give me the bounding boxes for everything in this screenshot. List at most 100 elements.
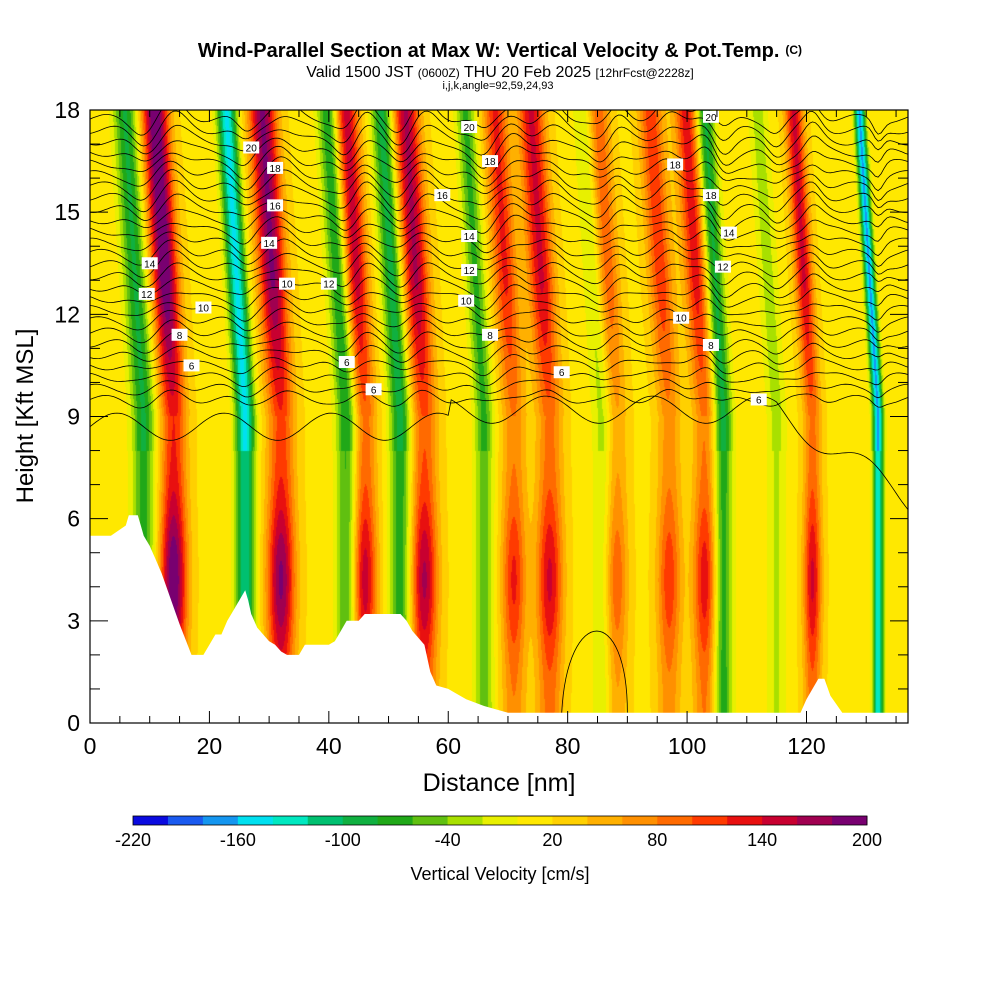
contour-label: 12	[714, 260, 731, 274]
colorbar-label: Vertical Velocity [cm/s]	[410, 864, 589, 884]
contour-label-text: 20	[464, 123, 476, 134]
contour-label-text: 10	[198, 304, 210, 315]
colorbar-swatch	[587, 816, 623, 825]
y-tick-label: 3	[67, 608, 80, 634]
contour-label-text: 12	[141, 290, 153, 301]
colorbar-swatch	[832, 816, 868, 825]
contour-label-bg	[279, 277, 296, 290]
contour-label: 6	[338, 356, 355, 369]
colorbar-tick-label: 80	[647, 830, 667, 850]
contour-label-text: 10	[676, 314, 688, 325]
theta-contour	[90, 388, 908, 409]
contour-label-bg	[183, 359, 200, 372]
y-tick-label: 15	[54, 199, 80, 225]
theta-contour	[90, 395, 908, 510]
colorbar-swatch	[202, 816, 239, 825]
theta-contour	[90, 226, 908, 257]
contour-label-text: 20	[705, 113, 717, 124]
contour-label: 10	[458, 294, 475, 308]
contour-label-bg	[461, 121, 478, 134]
colorbar-swatch	[797, 816, 833, 825]
x-axis-label: Distance [nm]	[423, 769, 576, 797]
contour-label: 18	[267, 161, 284, 175]
theta-contour	[90, 307, 908, 333]
contour-label: 10	[673, 311, 690, 325]
contour-label-bg	[461, 264, 478, 277]
theta-contour	[90, 238, 908, 267]
colorbar-swatch	[237, 816, 274, 825]
colorbar-tick-label: 20	[542, 830, 562, 850]
contour-label-text: 18	[705, 191, 717, 202]
contour-label: 8	[171, 328, 188, 342]
contour-label: 6	[365, 383, 382, 396]
contour-label-bg	[138, 287, 155, 300]
theta-contour	[90, 121, 908, 158]
contour-label-bg	[482, 328, 499, 341]
y-tick-label: 0	[67, 710, 80, 736]
axis-ticks: 0 20 40 60 80 100 120 0 3 6 9 12 15 18	[54, 97, 908, 759]
contour-label-bg	[141, 257, 158, 270]
contour-label-bg	[267, 161, 284, 174]
subtitle-date: THU 20 Feb 2025	[464, 64, 591, 81]
theta-contours	[90, 110, 908, 713]
contour-label: 12	[138, 287, 155, 301]
theta-contour	[90, 296, 908, 322]
contour-label: 18	[482, 155, 499, 168]
colorbar-swatch	[412, 816, 449, 825]
contour-label: 14	[461, 230, 478, 243]
colorbar-swatch	[692, 816, 728, 825]
contour-label: 6	[750, 393, 767, 406]
contour-label-text: 18	[484, 157, 496, 168]
colorbar-tick-label: -40	[435, 830, 461, 850]
theta-contour	[90, 284, 908, 311]
colorbar-swatch	[167, 816, 204, 825]
x-tick-label: 120	[787, 733, 825, 759]
contour-label-bg	[320, 277, 337, 290]
contour-label-text: 6	[756, 395, 762, 406]
contour-label-bg	[702, 189, 719, 202]
colorbar-tick-label: -220	[115, 830, 151, 850]
contour-label-bg	[461, 230, 478, 243]
x-tick-label: 0	[84, 733, 97, 759]
theta-contour	[90, 156, 908, 192]
colorbar-swatch	[447, 816, 484, 825]
contour-label: 6	[553, 366, 570, 379]
y-axis-label: Height [Kft MSL]	[12, 329, 39, 504]
contour-label-text: 14	[264, 239, 276, 250]
theta-contour	[90, 132, 908, 169]
colorbar-swatch	[622, 816, 658, 825]
title-main: Wind-Parallel Section at Max W: Vertical…	[198, 40, 779, 62]
contour-label-bg	[243, 141, 260, 154]
contour-label-text: 6	[559, 368, 565, 379]
colorbar-tick-label: -160	[220, 830, 256, 850]
contour-label-bg	[458, 294, 475, 307]
contour-label-text: 14	[464, 232, 476, 243]
x-tick-label: 100	[668, 733, 706, 759]
theta-contour	[90, 366, 908, 387]
contour-label-text: 8	[177, 331, 183, 342]
contour-label-bg	[667, 158, 684, 171]
contour-label: 20	[461, 121, 478, 134]
colorbar-swatch	[482, 816, 518, 825]
colorbar-swatch	[517, 816, 553, 825]
theta-contour	[90, 261, 908, 290]
subtitle-fcst: [12hrFcst@2228z]	[596, 66, 694, 80]
contour-label-bg	[720, 226, 737, 239]
theta-contour	[90, 179, 908, 213]
x-tick-label: 40	[316, 733, 342, 759]
contour-label: 12	[461, 264, 478, 277]
y-tick-label: 6	[67, 506, 80, 532]
contour-label: 14	[261, 236, 278, 250]
contour-label-bg	[171, 328, 188, 341]
contour-label: 20	[702, 110, 719, 124]
contour-label-bg	[714, 260, 731, 273]
theta-contour	[90, 191, 908, 224]
contour-label-bg	[434, 189, 451, 202]
theta-contour	[90, 249, 908, 278]
colorbar-swatch	[342, 816, 379, 825]
contour-label-text: 14	[723, 229, 735, 240]
contour-label: 18	[702, 189, 719, 202]
contour-label-text: 18	[670, 160, 682, 171]
theta-contour	[90, 203, 908, 234]
contour-label-text: 10	[461, 297, 473, 308]
